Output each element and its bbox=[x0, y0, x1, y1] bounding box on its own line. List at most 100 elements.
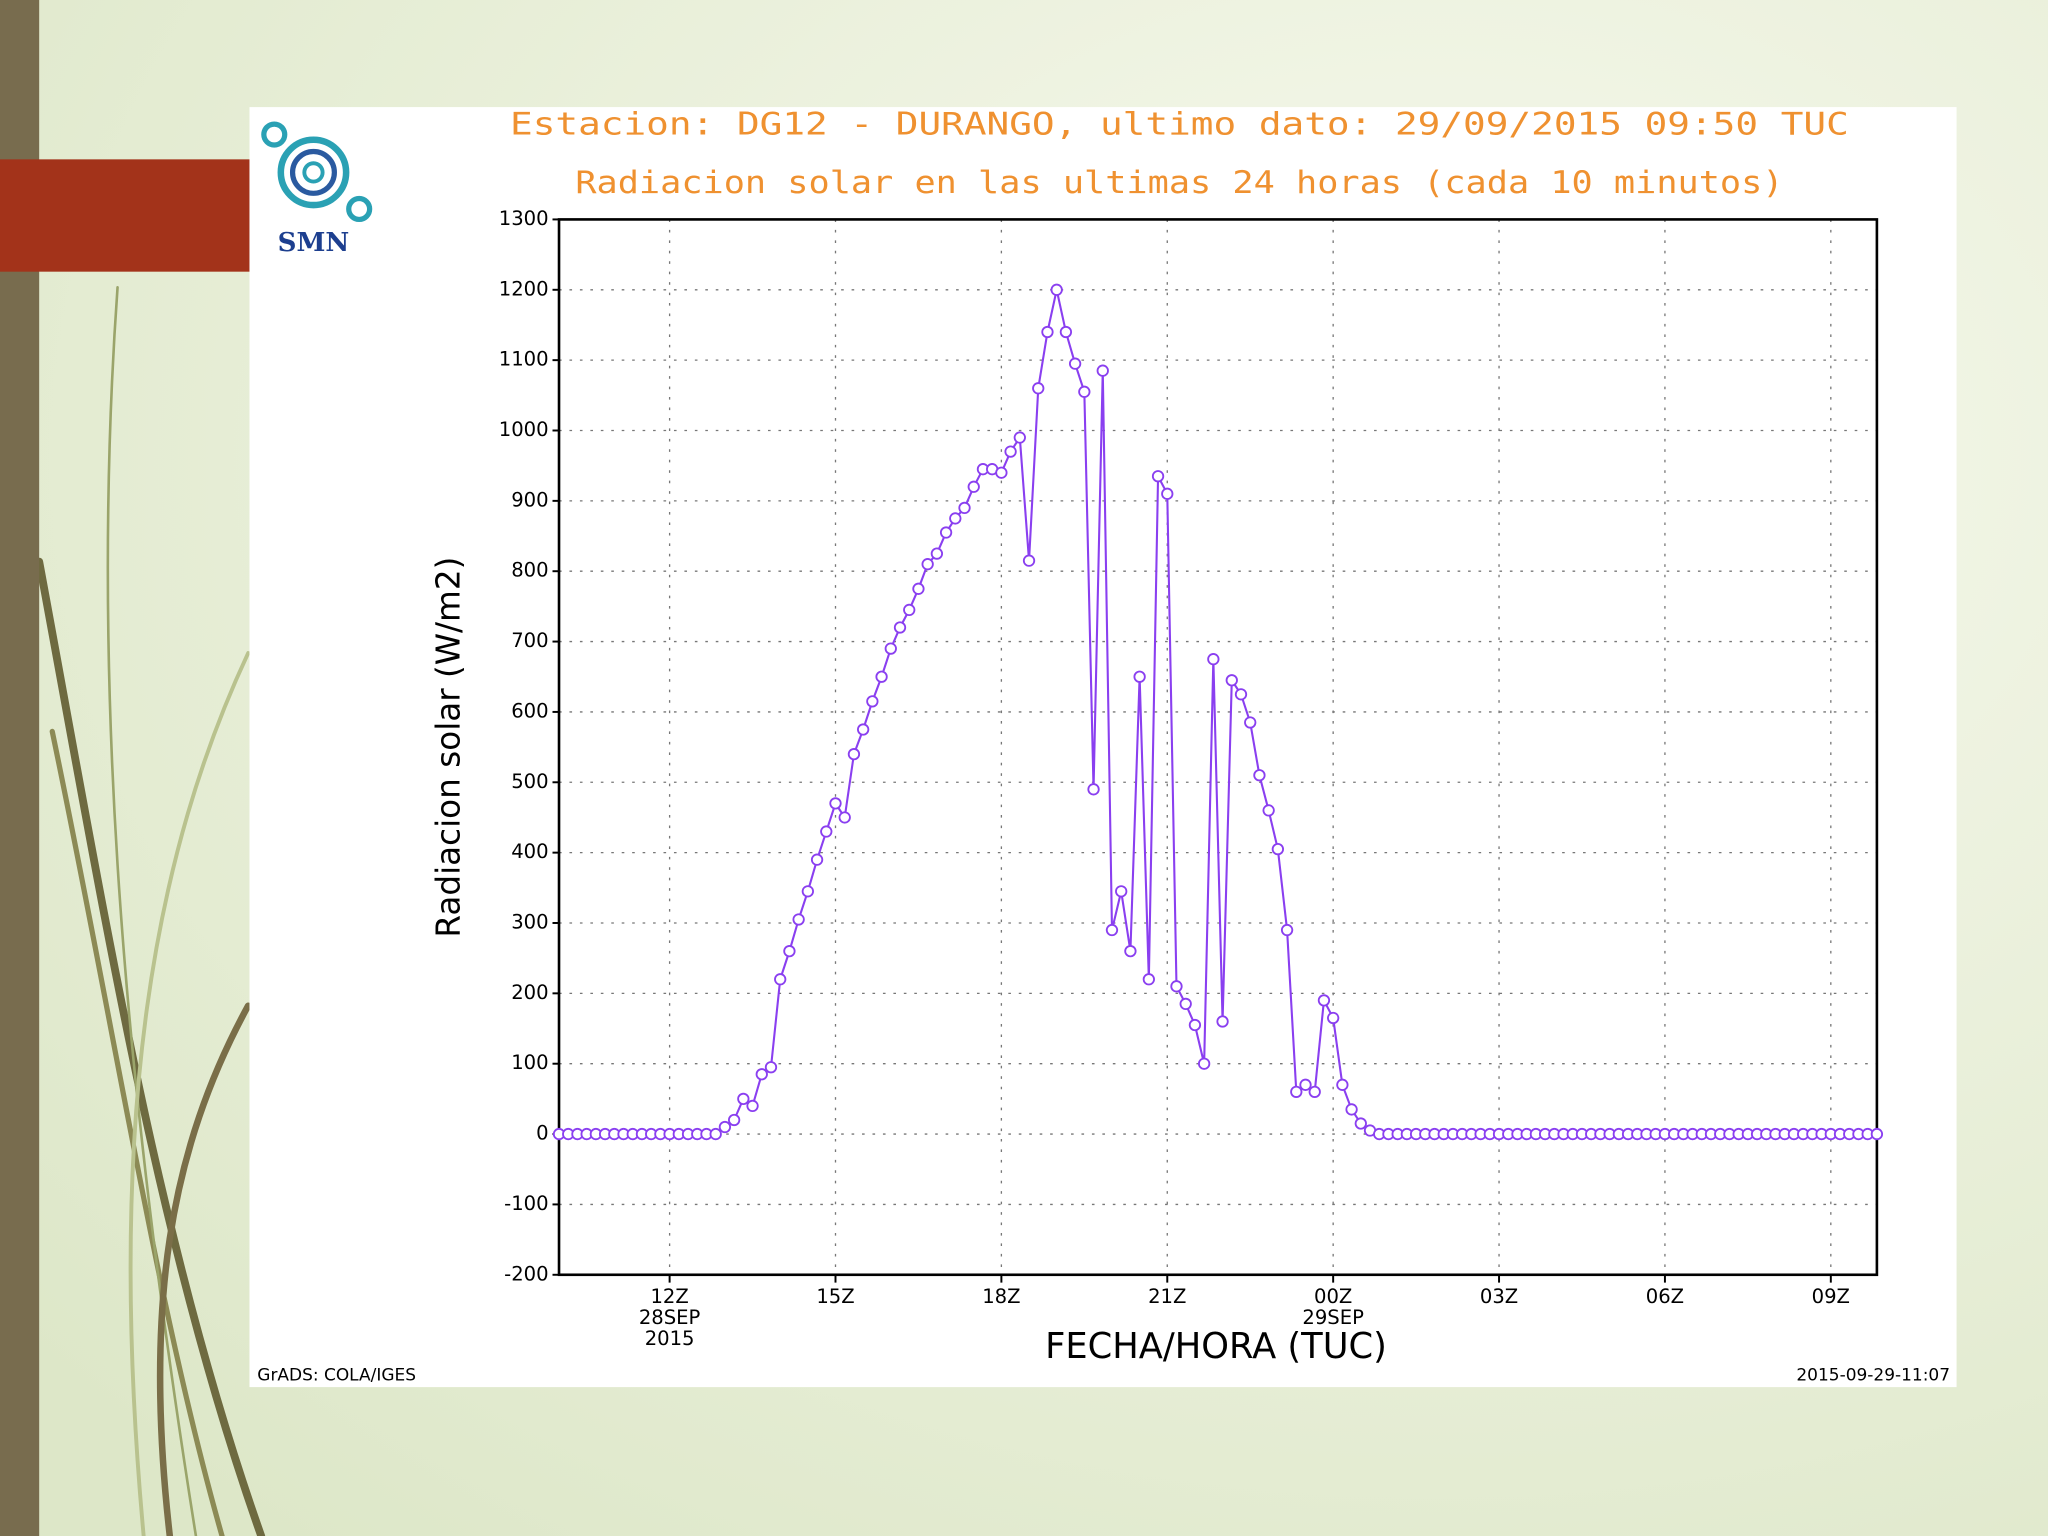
footer-left: GrADS: COLA/IGES bbox=[257, 1365, 416, 1385]
y-tick-label: -200 bbox=[504, 1262, 548, 1285]
logo-text: SMN bbox=[278, 227, 350, 258]
chart-title: Estacion: DG12 - DURANGO, ultimo dato: 2… bbox=[510, 106, 1849, 142]
data-point bbox=[1308, 1085, 1321, 1098]
data-point bbox=[921, 558, 934, 571]
data-point bbox=[1078, 385, 1091, 398]
data-point bbox=[893, 621, 907, 634]
y-tick-label: 400 bbox=[511, 840, 548, 863]
decoration bbox=[35, 286, 266, 1536]
data-point bbox=[783, 944, 796, 958]
data-point bbox=[949, 512, 962, 525]
data-point bbox=[1105, 923, 1119, 937]
x-tick-label: 00Z 29SEP bbox=[1302, 1284, 1364, 1328]
data-point bbox=[1133, 670, 1146, 683]
data-point bbox=[1317, 994, 1331, 1007]
y-tick-label: 1200 bbox=[499, 277, 549, 300]
data-point bbox=[1345, 1103, 1358, 1116]
y-tick-label: 0 bbox=[536, 1122, 548, 1145]
data-point bbox=[1280, 923, 1294, 937]
data-point bbox=[1354, 1117, 1367, 1130]
data-point bbox=[903, 603, 916, 617]
data-point bbox=[1207, 653, 1220, 666]
data-point bbox=[1032, 382, 1045, 395]
data-point bbox=[829, 797, 842, 810]
logo: SMN bbox=[261, 121, 373, 258]
data-point bbox=[727, 1113, 741, 1127]
x-axis-label: FECHA/HORA (TUC) bbox=[1045, 1326, 1387, 1367]
x-tick-label: 06Z bbox=[1646, 1284, 1684, 1307]
data-point bbox=[746, 1099, 759, 1113]
data-point bbox=[1022, 554, 1036, 567]
data-point bbox=[1142, 973, 1155, 986]
data-point bbox=[838, 811, 851, 824]
data-point bbox=[737, 1092, 750, 1106]
data-point bbox=[884, 642, 897, 655]
data-point bbox=[1271, 842, 1285, 856]
data-point bbox=[810, 853, 824, 866]
y-tick-label: 1300 bbox=[499, 207, 549, 230]
data-point bbox=[1096, 364, 1109, 377]
data-point bbox=[1170, 980, 1183, 993]
y-tick-label: 600 bbox=[511, 699, 548, 722]
y-tick-label: 500 bbox=[511, 770, 548, 793]
y-tick-label: 800 bbox=[511, 559, 548, 582]
x-tick-label: 12Z 28SEP 2015 bbox=[639, 1284, 701, 1349]
data-point bbox=[718, 1120, 732, 1134]
x-tick-label: 21Z bbox=[1148, 1284, 1186, 1307]
y-tick-label: 1000 bbox=[499, 418, 549, 441]
data-point bbox=[1299, 1078, 1312, 1091]
data-point bbox=[1253, 769, 1266, 782]
y-tick-label: 900 bbox=[511, 488, 548, 511]
data-point bbox=[801, 885, 814, 898]
data-point bbox=[912, 582, 925, 595]
data-point bbox=[866, 695, 879, 708]
data-point bbox=[1188, 1018, 1202, 1032]
y-tick-label: -100 bbox=[504, 1192, 548, 1215]
x-tick-label: 03Z bbox=[1480, 1284, 1518, 1307]
data-point bbox=[1244, 716, 1257, 729]
data-point bbox=[1870, 1127, 1884, 1141]
y-tick-label: 200 bbox=[511, 981, 548, 1004]
data-point bbox=[1327, 1011, 1340, 1025]
data-point bbox=[1059, 325, 1073, 339]
data-point bbox=[1234, 688, 1248, 701]
data-point bbox=[820, 825, 833, 838]
chart-subtitle: Radiacion solar en las ultimas 24 horas … bbox=[575, 165, 1783, 201]
data-point bbox=[995, 466, 1008, 479]
data-point bbox=[1041, 325, 1054, 339]
data-point bbox=[764, 1061, 778, 1074]
data-point bbox=[1087, 783, 1100, 796]
y-tick-label: 1100 bbox=[499, 348, 549, 371]
data-point bbox=[1225, 674, 1238, 687]
data-point bbox=[774, 973, 787, 986]
data-point bbox=[709, 1127, 722, 1141]
data-point bbox=[1050, 283, 1063, 296]
data-point bbox=[1161, 487, 1174, 500]
data-point bbox=[755, 1068, 768, 1081]
data-point bbox=[1216, 1015, 1229, 1028]
data-point bbox=[1013, 431, 1026, 444]
y-tick-label: 100 bbox=[511, 1051, 548, 1074]
data-point bbox=[967, 480, 980, 493]
data-point bbox=[1004, 445, 1017, 458]
y-tick-label: 300 bbox=[511, 910, 548, 933]
data-point bbox=[939, 526, 953, 539]
x-tick-label: 15Z bbox=[816, 1284, 854, 1307]
data-point bbox=[1124, 944, 1137, 958]
accent-bar bbox=[0, 159, 251, 272]
data-point bbox=[958, 501, 971, 515]
data-point bbox=[1197, 1057, 1211, 1070]
data-point bbox=[1151, 470, 1165, 483]
data-point bbox=[1262, 804, 1275, 817]
chart-panel bbox=[249, 107, 1957, 1388]
data-point bbox=[875, 670, 888, 683]
data-point bbox=[1068, 357, 1082, 370]
plot-frame bbox=[557, 218, 1879, 1277]
data-point bbox=[847, 747, 861, 761]
x-tick-label: 09Z bbox=[1812, 1284, 1850, 1307]
data-point bbox=[930, 547, 944, 560]
data-point bbox=[857, 723, 870, 736]
x-tick-label: 18Z bbox=[982, 1284, 1020, 1307]
